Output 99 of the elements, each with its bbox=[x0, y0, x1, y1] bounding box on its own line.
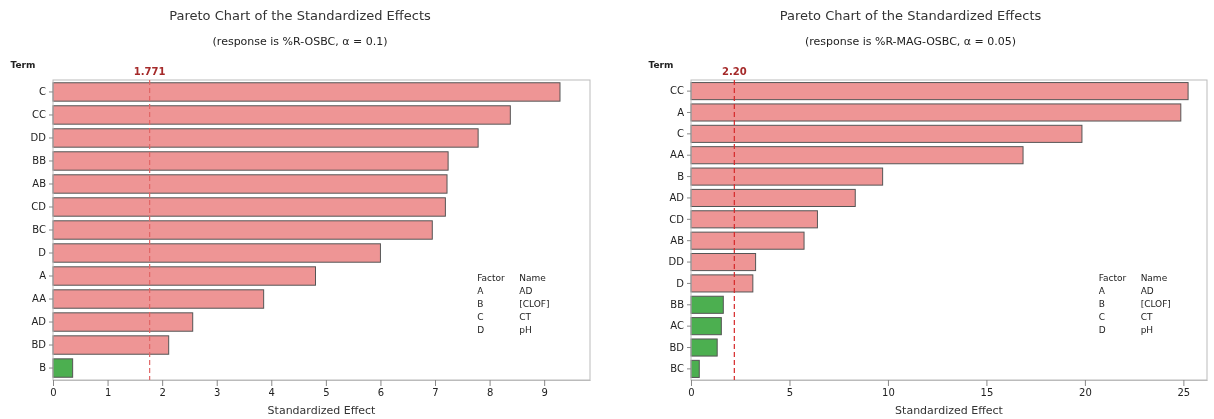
y-tick-label: AD bbox=[31, 316, 47, 328]
annotation: D bbox=[1098, 325, 1106, 335]
x-axis-title: Standardized Effect bbox=[267, 404, 377, 417]
y-axis-title: Term bbox=[648, 60, 674, 70]
x-tick-label: 0 bbox=[50, 387, 57, 399]
x-tick-label: 9 bbox=[541, 387, 548, 399]
bar bbox=[52, 289, 265, 309]
x-axis-title: Standardized Effect bbox=[895, 404, 1004, 417]
x-tick-label: 2 bbox=[159, 387, 166, 399]
y-tick-label: A bbox=[39, 270, 47, 282]
y-tick-label: B bbox=[677, 170, 685, 182]
annotation: [CLOF] bbox=[519, 299, 550, 309]
x-tick-label: 7 bbox=[432, 387, 439, 399]
y-tick-label: BD bbox=[31, 339, 47, 351]
bar bbox=[52, 105, 511, 125]
annotation: AD bbox=[519, 286, 533, 296]
bar bbox=[52, 335, 170, 355]
annotation: Factor bbox=[1098, 273, 1127, 283]
annotation: A bbox=[477, 286, 485, 296]
y-tick-label: CD bbox=[31, 201, 47, 213]
annotation: Name bbox=[1140, 273, 1168, 283]
y-tick-label: AB bbox=[670, 234, 685, 246]
x-tick-label: 6 bbox=[377, 387, 385, 399]
y-tick-label: DD bbox=[668, 256, 685, 268]
bar bbox=[690, 274, 754, 293]
chart-subtitle: (response is %R-MAG-OSBC, α = 0.05) bbox=[804, 35, 1017, 48]
x-tick-label: 0 bbox=[688, 387, 695, 399]
y-tick-label: CC bbox=[32, 109, 47, 121]
x-tick-label: 15 bbox=[980, 387, 994, 399]
x-tick-label: 4 bbox=[268, 387, 275, 399]
annotation: pH bbox=[519, 325, 532, 335]
bar bbox=[690, 317, 722, 336]
annotation: B bbox=[477, 299, 484, 309]
annotation: A bbox=[1098, 286, 1106, 296]
bar bbox=[690, 124, 1083, 143]
annotation: AD bbox=[1140, 286, 1154, 296]
ref-line-label: 1.771 bbox=[133, 66, 166, 77]
bar bbox=[690, 210, 818, 229]
bar bbox=[52, 243, 381, 263]
y-tick-label: BD bbox=[669, 341, 685, 353]
x-tick-label: 10 bbox=[882, 387, 895, 399]
y-tick-label: D bbox=[38, 247, 47, 259]
y-tick-label: D bbox=[676, 277, 685, 289]
y-tick-label: CC bbox=[670, 85, 685, 97]
y-tick-label: BC bbox=[32, 224, 47, 236]
y-tick-label: CD bbox=[669, 213, 685, 225]
x-tick-label: 25 bbox=[1177, 387, 1191, 399]
annotation: C bbox=[1098, 312, 1105, 322]
bar bbox=[690, 188, 856, 207]
bar bbox=[52, 151, 449, 171]
x-tick-label: 8 bbox=[486, 387, 494, 399]
annotation: CT bbox=[519, 312, 532, 322]
x-tick-label: 1 bbox=[104, 387, 112, 399]
bar bbox=[52, 358, 74, 378]
x-tick-label: 5 bbox=[786, 387, 794, 399]
y-tick-label: AB bbox=[32, 178, 47, 190]
y-tick-label: AA bbox=[670, 149, 685, 161]
bar bbox=[690, 103, 1182, 122]
y-tick-label: AD bbox=[669, 192, 685, 204]
annotation: CT bbox=[1140, 312, 1153, 322]
y-tick-label: BB bbox=[32, 155, 47, 167]
y-axis-title: Term bbox=[10, 60, 36, 70]
y-tick-label: C bbox=[39, 86, 47, 98]
y-tick-label: BB bbox=[670, 298, 685, 310]
bar bbox=[690, 231, 805, 250]
bar bbox=[690, 82, 1189, 101]
annotation: C bbox=[477, 312, 484, 322]
ref-line-label: 2.20 bbox=[721, 66, 747, 77]
bar bbox=[52, 220, 433, 240]
bar bbox=[690, 338, 718, 357]
y-tick-label: B bbox=[39, 362, 47, 374]
annotation: [CLOF] bbox=[1140, 299, 1171, 309]
bar bbox=[690, 146, 1024, 165]
y-tick-label: AC bbox=[670, 320, 685, 332]
annotation: Factor bbox=[477, 273, 506, 283]
chart-title: Pareto Chart of the Standardized Effects bbox=[779, 8, 1042, 23]
y-tick-label: AA bbox=[32, 293, 47, 305]
bar bbox=[52, 197, 446, 217]
x-tick-label: 5 bbox=[323, 387, 330, 399]
y-tick-label: DD bbox=[30, 132, 47, 144]
y-tick-label: BC bbox=[670, 363, 685, 375]
bar bbox=[52, 82, 561, 102]
bar bbox=[52, 128, 479, 148]
annotation: B bbox=[1098, 299, 1105, 309]
chart-subtitle: (response is %R-OSBC, α = 0.1) bbox=[212, 35, 388, 48]
x-tick-label: 3 bbox=[214, 387, 221, 399]
bar bbox=[690, 253, 757, 272]
annotation: Name bbox=[519, 273, 547, 283]
bar bbox=[52, 266, 316, 286]
bar bbox=[52, 174, 448, 194]
annotation: pH bbox=[1140, 325, 1154, 335]
annotation: D bbox=[477, 325, 485, 335]
bar bbox=[690, 167, 884, 186]
x-tick-label: 20 bbox=[1079, 387, 1092, 399]
y-tick-label: A bbox=[677, 106, 685, 118]
bar bbox=[690, 295, 724, 314]
bar bbox=[52, 312, 194, 332]
y-tick-label: C bbox=[677, 128, 685, 140]
chart-title: Pareto Chart of the Standardized Effects bbox=[169, 8, 432, 23]
